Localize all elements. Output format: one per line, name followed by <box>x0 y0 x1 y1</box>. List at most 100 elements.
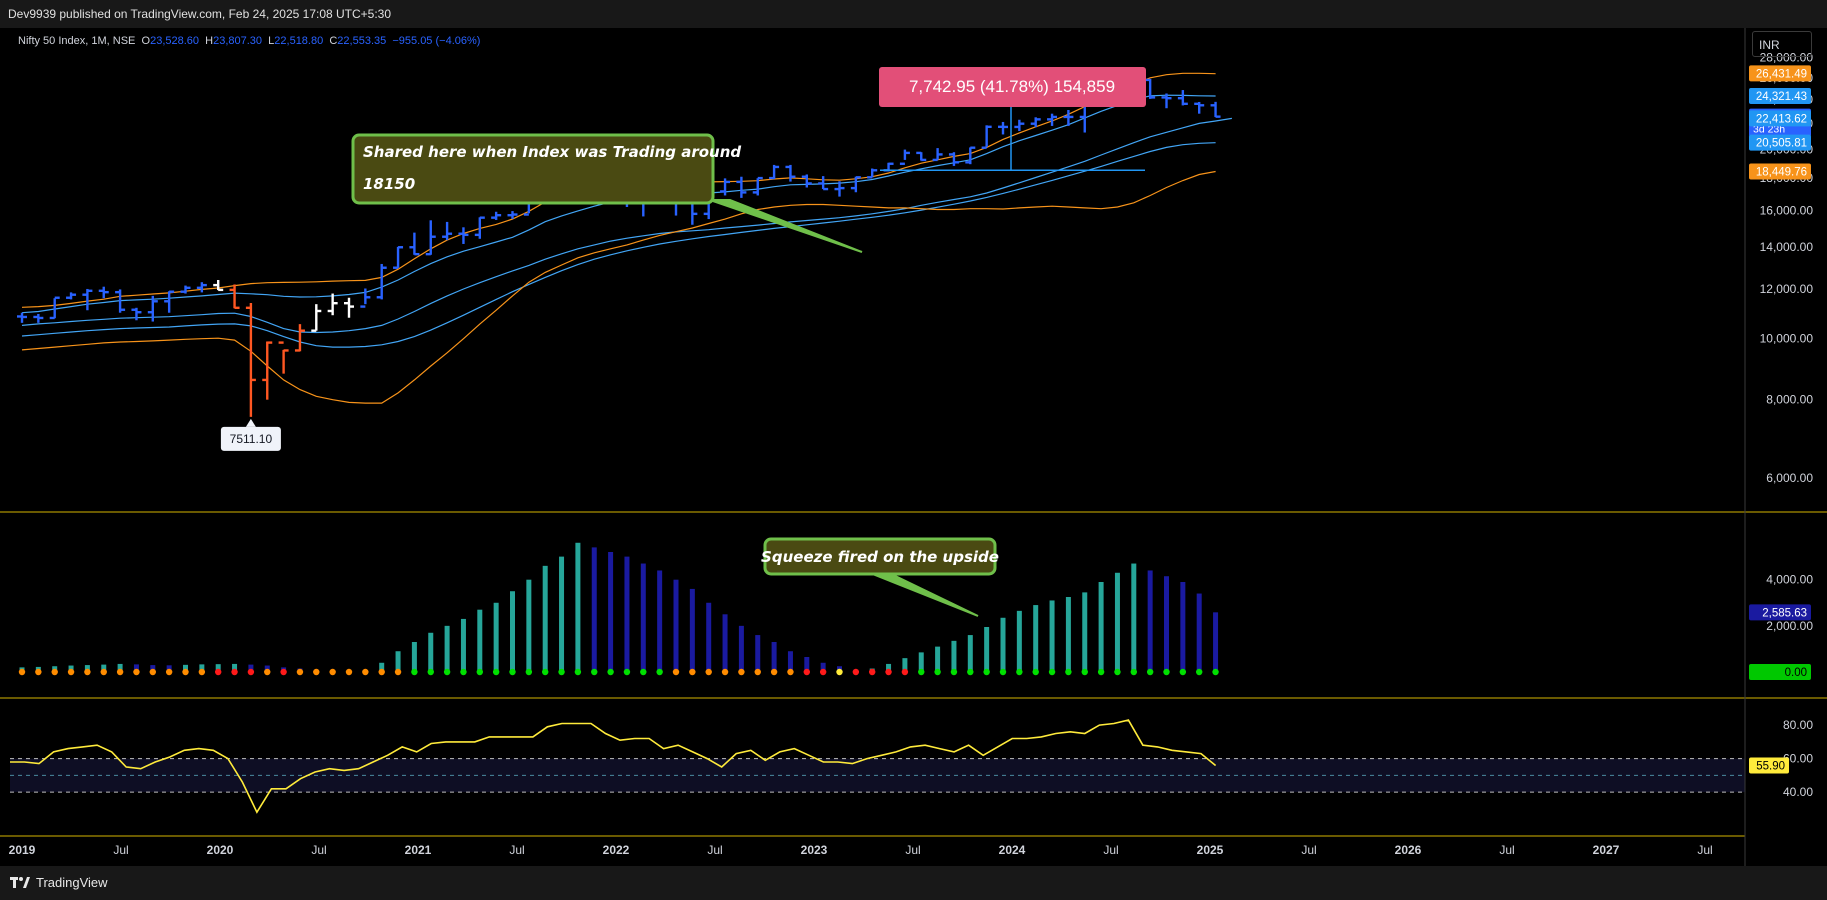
ohlc-bar <box>442 221 453 241</box>
momentum-bar <box>902 658 908 672</box>
momentum-bar <box>706 602 712 672</box>
ohlc-bar <box>899 149 910 165</box>
ohlc-bar <box>932 148 943 162</box>
momentum-tick-label: 4,000.00 <box>1766 573 1813 587</box>
momentum-bar <box>820 662 826 672</box>
squeeze-dot <box>264 668 271 676</box>
squeeze-dot <box>819 668 827 676</box>
price-badge <box>1749 134 1811 151</box>
momentum-bar <box>395 651 401 672</box>
momentum-bar <box>1033 605 1039 672</box>
momentum-badge-label: 2,585.63 <box>1762 607 1807 619</box>
currency-selector[interactable]: INR <box>1752 31 1812 57</box>
time-tick-label: 2019 <box>9 843 36 857</box>
momentum-bar <box>1098 582 1104 672</box>
squeeze-dot <box>852 668 860 676</box>
momentum-bar <box>68 665 74 672</box>
squeeze-dot <box>640 668 647 676</box>
measure-label-text: 7,742.95 (41.78%) 154,859 <box>909 77 1115 96</box>
momentum-bar <box>215 664 221 672</box>
legend-c-label: C <box>329 35 338 47</box>
shared-callout-pointer <box>709 199 863 253</box>
ohlc-bar <box>998 121 1008 135</box>
momentum-bar <box>591 547 597 672</box>
squeeze-dot <box>901 668 909 676</box>
ohlc-bar <box>1047 113 1058 126</box>
legend-low: 22,518.80 <box>274 35 324 47</box>
squeeze-dot <box>133 668 140 676</box>
tradingview-logo[interactable]: TradingView <box>10 866 108 900</box>
squeeze-dot <box>574 668 582 676</box>
price-badge <box>1749 65 1811 82</box>
momentum-bar <box>1213 612 1219 672</box>
momentum-bar <box>411 642 417 672</box>
momentum-bar <box>1180 582 1186 672</box>
momentum-bar <box>886 663 892 672</box>
ohlc-bar <box>474 216 485 239</box>
momentum-bar <box>117 663 123 672</box>
ohlc-bar <box>180 285 191 294</box>
momentum-bar <box>657 570 663 672</box>
legend-high: 23,807.30 <box>213 35 263 47</box>
squeeze-callout-text: Squeeze fired on the upside <box>761 548 999 566</box>
momentum-bar <box>460 618 466 672</box>
ohlc-bar <box>1063 109 1074 126</box>
squeeze-dot <box>803 668 810 676</box>
ohlc-bar <box>948 152 959 166</box>
momentum-badge <box>1749 664 1811 680</box>
ohlc-bar <box>769 164 780 180</box>
squeeze-dot <box>967 668 974 676</box>
squeeze-dot <box>1196 668 1203 676</box>
squeeze-dot <box>656 668 663 676</box>
ohlc-bar <box>1194 101 1205 114</box>
price-tick-label: 6,000.00 <box>1766 471 1813 485</box>
momentum-bar <box>689 588 695 672</box>
time-tick-label: Jul <box>707 843 722 857</box>
momentum-bar <box>379 662 385 672</box>
rsi-tick-label: 60.00 <box>1783 752 1813 766</box>
ohlc-bar <box>131 307 142 321</box>
squeeze-dot <box>362 668 369 676</box>
shared-callout-line2: 18150 <box>363 175 415 193</box>
low-label-pointer <box>245 418 256 427</box>
squeeze-dot <box>721 668 729 676</box>
ohlc-bar <box>409 232 420 256</box>
price-badge-label: 18,449.76 <box>1756 166 1807 178</box>
price-tick-label: 8,000.00 <box>1766 393 1813 407</box>
squeeze-dot <box>885 668 892 676</box>
squeeze-dot <box>558 668 565 676</box>
momentum-bar <box>640 563 646 672</box>
squeeze-dot <box>1097 668 1105 676</box>
time-tick-label: Jul <box>905 843 920 857</box>
ohlc-bar <box>344 297 354 318</box>
price-tick-label: 12,000.00 <box>1760 282 1814 296</box>
squeeze-dot <box>67 668 75 676</box>
squeeze-dot <box>983 668 990 676</box>
squeeze-callout-box <box>763 537 997 576</box>
momentum-bar <box>1131 563 1137 672</box>
momentum-bar <box>1164 576 1169 672</box>
momentum-badge-label: 0.00 <box>1785 667 1807 679</box>
squeeze-dot <box>84 668 91 676</box>
ohlc-bar <box>850 176 861 193</box>
published-text: Dev9939 published on TradingView.com, Fe… <box>8 7 392 21</box>
squeeze-dot <box>623 668 631 676</box>
ohlc-bar <box>376 263 387 300</box>
legend-symbol: Nifty 50 Index, 1M, NSE <box>18 35 136 47</box>
price-badge-label: 24,321.43 <box>1756 91 1807 103</box>
rsi-pane[interactable] <box>10 719 1745 814</box>
chart-canvas[interactable]: 28,000.0026,000.0024,000.0022,000.0020,0… <box>0 28 1827 866</box>
squeeze-dot <box>215 668 222 676</box>
tradingview-logo-icon <box>10 877 30 888</box>
ohlc-bar <box>278 341 289 374</box>
momentum-pane[interactable] <box>18 542 1219 676</box>
ohlc-bar <box>1161 93 1172 109</box>
squeeze-dot <box>705 668 712 676</box>
time-tick-label: Jul <box>509 843 524 857</box>
momentum-bar <box>608 552 614 672</box>
ohlc-bar <box>393 246 404 269</box>
momentum-bar <box>232 663 238 672</box>
low-label-text: 7511.10 <box>230 432 273 446</box>
ohlc-bar <box>1030 117 1041 128</box>
squeeze-dot <box>296 668 304 676</box>
